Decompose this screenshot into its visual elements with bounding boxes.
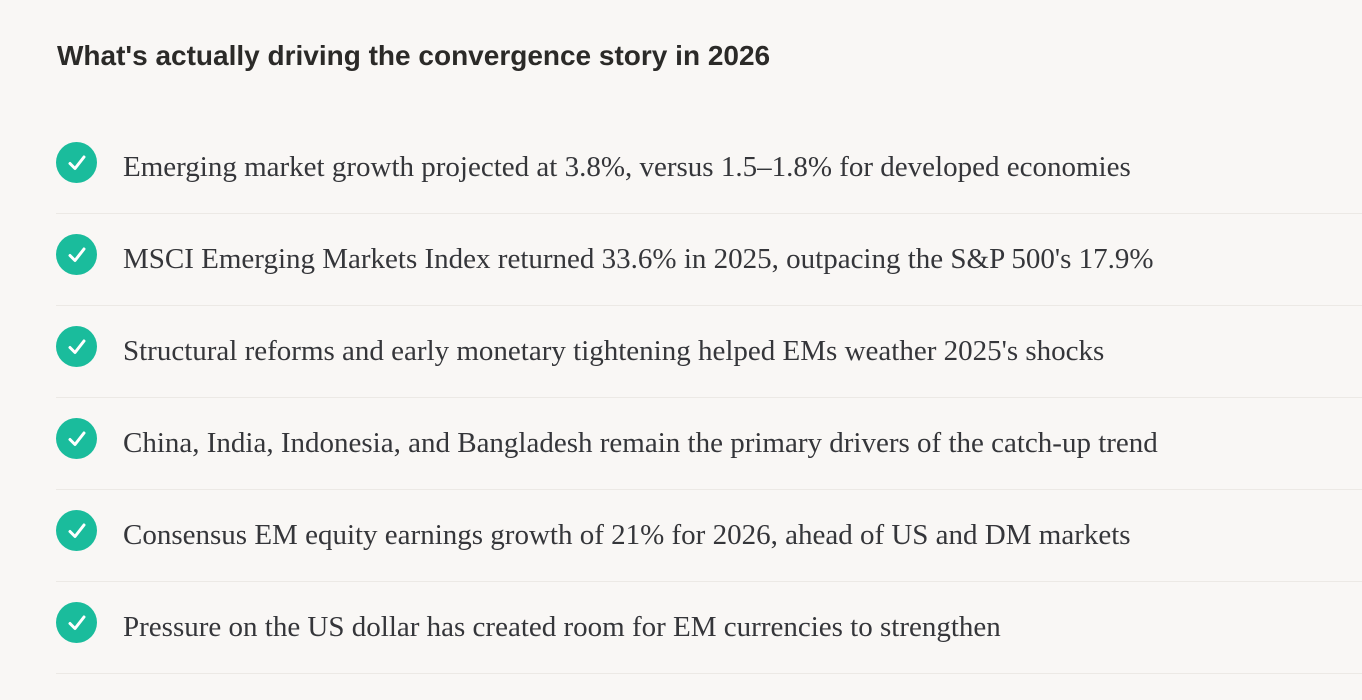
check-circle-icon — [56, 418, 97, 459]
list-item: China, India, Indonesia, and Bangladesh … — [56, 398, 1362, 490]
list-item-text: Pressure on the US dollar has created ro… — [123, 611, 1001, 643]
list-item-text: Emerging market growth projected at 3.8%… — [123, 151, 1131, 183]
list-item: Pressure on the US dollar has created ro… — [56, 582, 1362, 674]
check-circle-icon — [56, 142, 97, 183]
check-circle-icon — [56, 510, 97, 551]
check-circle-icon — [56, 234, 97, 275]
list-item-text: Structural reforms and early monetary ti… — [123, 335, 1105, 367]
list-item-text: MSCI Emerging Markets Index returned 33.… — [123, 243, 1154, 275]
check-circle-icon — [56, 326, 97, 367]
list-item: MSCI Emerging Markets Index returned 33.… — [56, 214, 1362, 306]
list-item-text: China, India, Indonesia, and Bangladesh … — [123, 427, 1158, 459]
list-item: Consensus EM equity earnings growth of 2… — [56, 490, 1362, 582]
section-heading: What's actually driving the convergence … — [57, 40, 771, 71]
key-points-list: Emerging market growth projected at 3.8%… — [56, 122, 1362, 674]
check-circle-icon — [56, 602, 97, 643]
list-item: Structural reforms and early monetary ti… — [56, 306, 1362, 398]
list-item: Emerging market growth projected at 3.8%… — [56, 122, 1362, 214]
list-item-text: Consensus EM equity earnings growth of 2… — [123, 519, 1131, 551]
